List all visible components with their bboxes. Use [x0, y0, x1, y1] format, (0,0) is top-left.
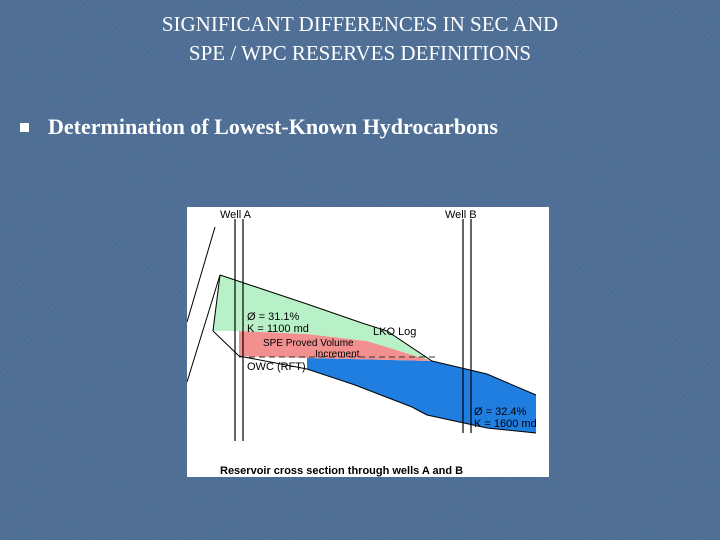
- lko-log-label: LKO Log: [373, 326, 416, 338]
- base-reservoir-line: [238, 355, 537, 434]
- spe-increment-label-line2: Increment: [315, 349, 360, 360]
- well-b-label: Well B: [445, 209, 477, 221]
- figure-caption: Reservoir cross section through wells A …: [220, 465, 463, 477]
- water-zone: [307, 358, 536, 433]
- top-reservoir-line: [219, 274, 537, 396]
- reservoir-cross-section-figure: Well A Well B Ø = 31.1% K = 1100 md LKO …: [187, 207, 549, 477]
- bullet-text: Determination of Lowest-Known Hydrocarbo…: [48, 114, 498, 139]
- slide-title: SIGNIFICANT DIFFERENCES IN SEC AND SPE /…: [0, 10, 720, 68]
- bullet-item: Determination of Lowest-Known Hydrocarbo…: [20, 112, 498, 142]
- spe-increment-label-line1: SPE Proved Volume: [263, 338, 354, 349]
- fault-line: [187, 274, 221, 383]
- fault-edge: [212, 274, 221, 332]
- square-bullet-icon: [20, 122, 29, 132]
- cross-section-svg: Well A Well B Ø = 31.1% K = 1100 md LKO …: [187, 207, 549, 477]
- hydrocarbon-zone: [212, 275, 432, 361]
- permeability-a-label: K = 1100 md: [247, 323, 309, 335]
- upper-fault-line: [187, 226, 216, 323]
- porosity-a-label: Ø = 31.1%: [247, 311, 300, 323]
- spe-increment-zone: [239, 331, 432, 361]
- well-a-label: Well A: [220, 209, 252, 221]
- owc-label: OWC (RFT): [247, 361, 306, 373]
- permeability-b-label: K = 1600 md: [474, 418, 537, 430]
- title-line-1: SIGNIFICANT DIFFERENCES IN SEC AND: [161, 12, 559, 36]
- porosity-b-label: Ø = 32.4%: [474, 406, 527, 418]
- title-line-2: SPE / WPC RESERVES DEFINITIONS: [188, 41, 532, 65]
